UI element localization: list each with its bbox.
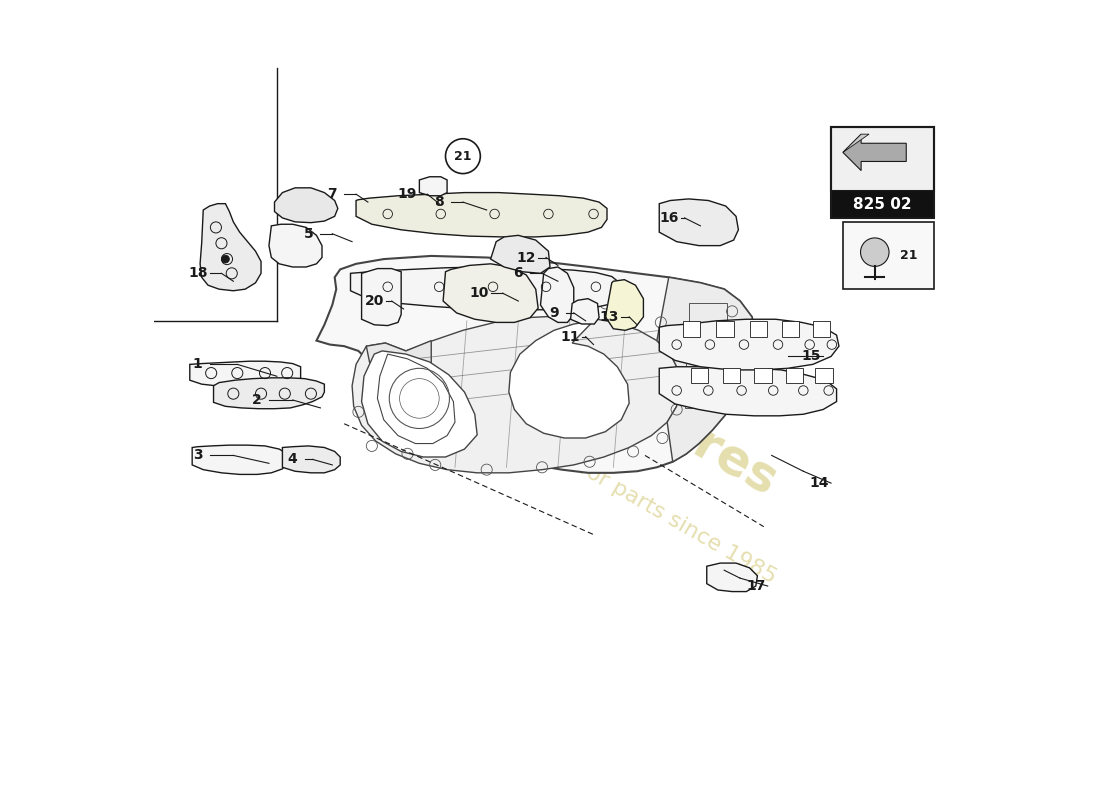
Text: 21: 21 — [900, 249, 917, 262]
Polygon shape — [782, 321, 800, 337]
Polygon shape — [491, 235, 550, 274]
Polygon shape — [813, 321, 830, 337]
Text: 3: 3 — [192, 449, 202, 462]
Polygon shape — [200, 204, 261, 290]
Polygon shape — [755, 368, 772, 382]
Bar — [689, 302, 726, 330]
Polygon shape — [419, 177, 447, 196]
Text: 13: 13 — [600, 310, 619, 324]
Polygon shape — [605, 280, 643, 330]
Polygon shape — [571, 298, 600, 324]
Text: 4: 4 — [288, 452, 298, 466]
Polygon shape — [723, 368, 740, 382]
Polygon shape — [362, 351, 477, 457]
Polygon shape — [657, 278, 756, 462]
Text: 825 02: 825 02 — [854, 197, 912, 212]
Text: 15: 15 — [802, 350, 821, 363]
Bar — [686, 338, 726, 368]
Text: 2: 2 — [252, 393, 262, 407]
Text: 9: 9 — [549, 306, 559, 320]
Polygon shape — [683, 321, 701, 337]
Polygon shape — [843, 134, 869, 152]
Text: 18: 18 — [188, 266, 208, 280]
Text: 16: 16 — [659, 211, 679, 225]
Polygon shape — [749, 321, 767, 337]
Bar — [830, 127, 934, 218]
Polygon shape — [190, 362, 300, 387]
Polygon shape — [843, 134, 906, 170]
Bar — [830, 190, 934, 218]
Polygon shape — [270, 224, 322, 267]
Polygon shape — [283, 446, 340, 473]
Polygon shape — [351, 267, 619, 310]
Polygon shape — [706, 563, 758, 591]
Bar — [830, 127, 934, 190]
Text: 20: 20 — [364, 294, 384, 308]
Polygon shape — [509, 321, 629, 438]
Polygon shape — [352, 316, 681, 473]
Polygon shape — [443, 264, 538, 322]
Polygon shape — [659, 319, 839, 370]
Polygon shape — [659, 366, 837, 416]
Text: 12: 12 — [517, 250, 536, 265]
Polygon shape — [356, 193, 607, 237]
Text: 5: 5 — [304, 226, 313, 241]
Circle shape — [221, 255, 230, 263]
Polygon shape — [213, 378, 324, 409]
Polygon shape — [815, 368, 833, 382]
Text: 1: 1 — [192, 358, 202, 371]
Polygon shape — [785, 368, 803, 382]
Text: a passion for parts since 1985: a passion for parts since 1985 — [478, 402, 780, 588]
Polygon shape — [366, 341, 431, 422]
Text: 6: 6 — [514, 266, 524, 280]
Text: 11: 11 — [560, 330, 580, 344]
Polygon shape — [317, 256, 756, 473]
Text: 7: 7 — [328, 187, 337, 201]
Text: 10: 10 — [469, 286, 488, 300]
Circle shape — [860, 238, 889, 266]
Text: 14: 14 — [810, 476, 829, 490]
Text: 19: 19 — [398, 187, 417, 201]
Polygon shape — [540, 267, 574, 322]
Polygon shape — [275, 188, 338, 222]
Polygon shape — [716, 321, 734, 337]
Polygon shape — [659, 199, 738, 246]
Text: 21: 21 — [454, 150, 472, 162]
Polygon shape — [362, 269, 402, 326]
Text: eurocares: eurocares — [519, 325, 786, 506]
Polygon shape — [691, 368, 708, 382]
Bar — [843, 222, 934, 289]
Bar — [684, 376, 728, 408]
Text: 17: 17 — [746, 579, 766, 593]
Text: 8: 8 — [434, 195, 444, 209]
Polygon shape — [192, 445, 287, 474]
